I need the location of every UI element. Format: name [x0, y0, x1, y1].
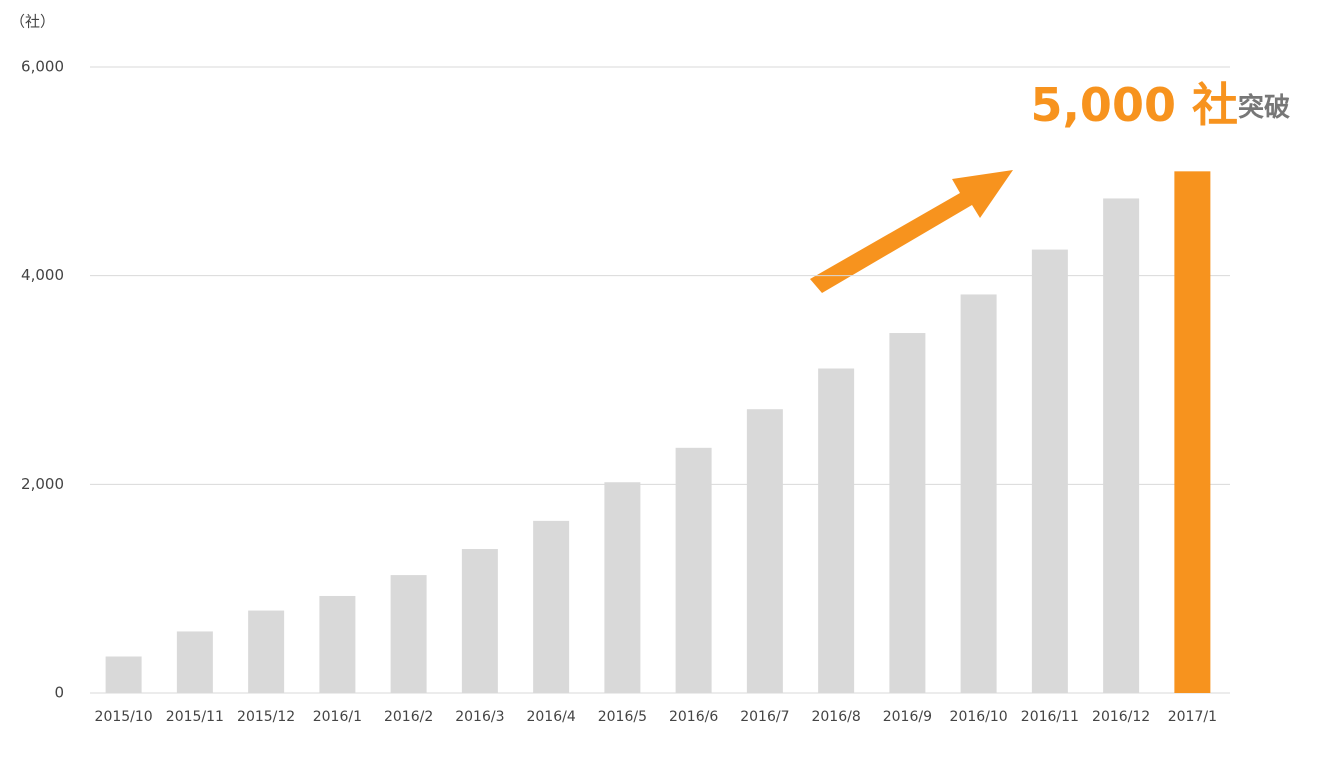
x-tick-label: 2016/3	[455, 709, 504, 725]
bar	[889, 333, 926, 693]
x-tick-label: 2016/5	[598, 709, 647, 725]
bar	[319, 595, 356, 693]
x-tick-label: 2016/9	[883, 709, 932, 725]
x-tick-label: 2016/11	[1021, 709, 1079, 725]
arrow	[810, 170, 1013, 293]
annotation: 5,000 社突破	[1030, 78, 1290, 132]
x-tick-label: 2015/12	[237, 709, 295, 725]
x-tick-label: 2015/11	[166, 709, 224, 725]
bar	[390, 575, 427, 693]
bar	[604, 482, 641, 693]
bar	[675, 447, 712, 693]
x-tick-label: 2016/10	[950, 709, 1008, 725]
x-tick-label: 2015/10	[95, 709, 153, 725]
bar	[1174, 171, 1211, 694]
bar	[960, 294, 997, 693]
x-tick-label: 2016/4	[526, 709, 575, 725]
bar	[533, 520, 570, 693]
y-tick-label: 4,000	[21, 266, 64, 284]
bar	[248, 610, 285, 693]
bar	[461, 549, 498, 693]
y-tick-label: 0	[54, 684, 64, 702]
y-tick-label: 6,000	[21, 58, 64, 76]
annotation-main: 5,000 社	[1030, 78, 1238, 132]
bar	[176, 631, 213, 693]
bar	[818, 368, 855, 693]
x-tick-label: 2016/12	[1092, 709, 1150, 725]
x-tick-label: 2017/1	[1168, 709, 1217, 725]
x-tick-label: 2016/8	[811, 709, 860, 725]
bar	[105, 656, 142, 693]
bar	[1031, 249, 1068, 694]
bar	[746, 409, 783, 693]
y-axis-label: （社）	[10, 13, 55, 31]
annotation-sub: 突破	[1238, 92, 1290, 123]
y-tick-label: 2,000	[21, 475, 64, 493]
bar	[1103, 198, 1140, 693]
x-tick-label: 2016/2	[384, 709, 433, 725]
x-tick-label: 2016/1	[313, 709, 362, 725]
x-tick-label: 2016/6	[669, 709, 718, 725]
x-tick-label: 2016/7	[740, 709, 789, 725]
